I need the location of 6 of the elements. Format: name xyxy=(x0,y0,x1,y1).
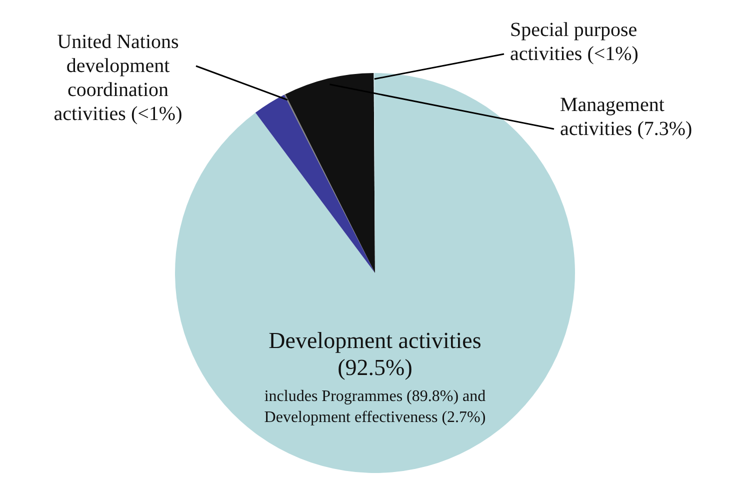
slice-label: Special purpose activities (<1%) xyxy=(510,19,638,65)
slice-label: Management activities (7.3%) xyxy=(560,94,692,140)
slice-label: United Nations development coordination activities (<1%) xyxy=(54,31,182,125)
text: includes Programmes (89.8%) and Development effectiveness (2.7%) xyxy=(264,388,486,426)
slice-label: Development activities (92.5%) xyxy=(268,328,482,380)
pie-slice xyxy=(255,94,375,273)
